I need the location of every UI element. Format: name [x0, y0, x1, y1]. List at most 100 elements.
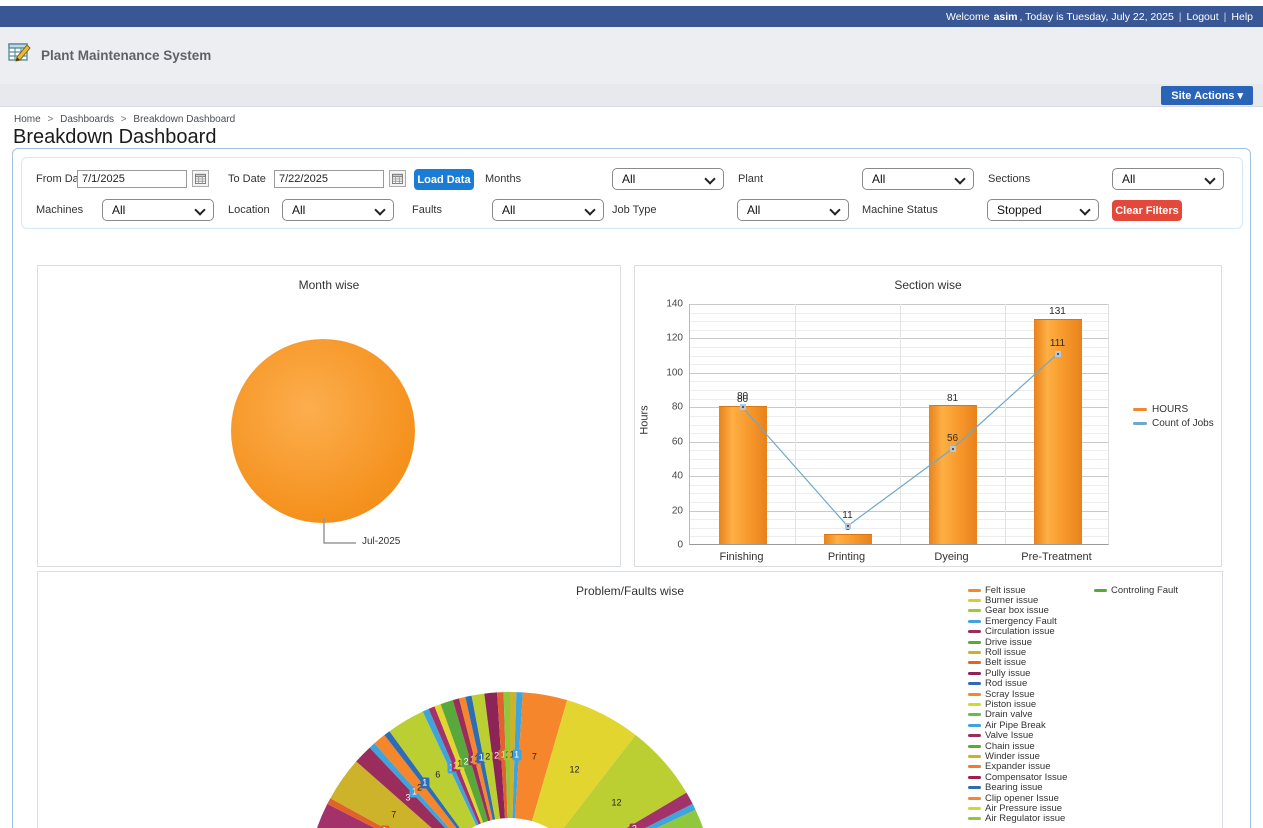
legend-label: Emergency Fault	[985, 615, 1057, 627]
sections-select-value: All	[1122, 172, 1136, 186]
line-point[interactable]	[844, 523, 851, 530]
legend-swatch	[968, 661, 981, 665]
legend-item: Chain issue	[968, 741, 1067, 752]
breadcrumb-home[interactable]: Home	[14, 114, 41, 125]
pie-slice[interactable]	[330, 761, 450, 828]
y-tick-label: 0	[677, 539, 683, 551]
pie-slice[interactable]	[317, 803, 440, 828]
to-date-calendar-icon[interactable]	[389, 170, 406, 187]
legend-swatch	[968, 609, 981, 613]
from-date-label: From Date	[36, 173, 88, 185]
bar-dyeing[interactable]	[928, 404, 977, 544]
pie-slice[interactable]	[580, 803, 696, 828]
pie-slice[interactable]	[515, 692, 568, 822]
breadcrumb-dashboards[interactable]: Dashboards	[60, 114, 115, 125]
pie-slice[interactable]	[356, 747, 456, 828]
legend-item: Air Regulator issue	[968, 813, 1067, 825]
site-actions-button[interactable]: Site Actions ▾	[1161, 86, 1253, 105]
gridline	[690, 321, 1108, 323]
bar-finishing[interactable]	[718, 406, 767, 544]
welcome-text: Welcome	[945, 10, 990, 23]
faults-legend-column-2: Controling Fault	[1094, 585, 1178, 596]
legend-label: Bearing issue	[985, 782, 1043, 794]
slice-label: 1	[512, 749, 522, 761]
job-type-select-value: All	[747, 203, 761, 217]
months-label: Months	[485, 173, 522, 185]
pie-slice[interactable]	[532, 700, 636, 828]
slice-label: 12	[609, 797, 624, 809]
legend-swatch	[968, 806, 981, 810]
legend-item: Air Pipe Break	[968, 720, 1067, 731]
gridline	[690, 536, 1108, 538]
clear-filters-button[interactable]: Clear Filters	[1112, 200, 1182, 221]
legend-swatch	[968, 765, 981, 769]
pie-slice[interactable]	[369, 743, 458, 828]
legend-item: Controling Fault	[1094, 585, 1178, 596]
to-date-input[interactable]	[274, 170, 384, 188]
legend-label: Burner issue	[985, 595, 1039, 607]
x-axis-label: Finishing	[719, 551, 764, 563]
plant-label: Plant	[738, 173, 764, 185]
app-header: Plant Maintenance System	[0, 27, 1263, 84]
legend-label: Rod issue	[985, 678, 1028, 690]
app-logo-icon	[8, 41, 32, 70]
machine-status-select[interactable]: Stopped	[987, 199, 1099, 221]
legend-swatch	[968, 796, 981, 800]
line-point[interactable]	[739, 404, 746, 411]
from-date-input[interactable]	[77, 170, 187, 188]
gridline-vertical	[900, 304, 901, 544]
legend-item: Felt issue	[968, 584, 1067, 596]
slice-label: 1	[379, 825, 390, 828]
legend-item: Roll issue	[968, 647, 1067, 658]
faults-select[interactable]: All	[492, 199, 604, 221]
legend-label: Expander issue	[985, 761, 1051, 773]
slice-label: 2	[483, 751, 493, 763]
pie-slice[interactable]	[374, 735, 461, 828]
sections-select[interactable]: All	[1112, 168, 1224, 190]
welcome-bar: Welcome asim , Today is Tuesday, July 22…	[0, 6, 1263, 27]
pie-slice[interactable]	[582, 809, 716, 828]
line-point[interactable]	[1054, 350, 1061, 357]
y-tick-label: 80	[671, 401, 683, 413]
month-wise-slice-label: Jul-2025	[362, 536, 401, 547]
site-actions-row: Site Actions ▾	[0, 84, 1263, 107]
top-strip	[0, 0, 1263, 6]
gridline	[690, 338, 1108, 340]
y-tick-label: 140	[666, 298, 683, 310]
legend-label: Drive issue	[985, 636, 1032, 648]
pie-slice[interactable]	[578, 792, 693, 828]
plant-select[interactable]: All	[862, 168, 974, 190]
y-axis-title: Hours	[638, 405, 651, 435]
location-select[interactable]: All	[282, 199, 394, 221]
pie-slice[interactable]	[327, 798, 441, 828]
slice-label: 7	[529, 751, 539, 763]
breadcrumb-current[interactable]: Breakdown Dashboard	[133, 114, 236, 125]
bar-printing[interactable]	[823, 533, 872, 544]
legend-swatch	[968, 817, 981, 821]
load-data-button[interactable]: Load Data	[414, 169, 474, 190]
slice-label: 2	[414, 782, 424, 794]
legend-swatch	[968, 744, 981, 748]
month-wise-pie-slice[interactable]	[231, 339, 415, 523]
pie-slice[interactable]	[389, 711, 477, 828]
gridline	[690, 304, 1108, 305]
legend-label: Felt issue	[985, 584, 1026, 596]
line-value-label: 80	[736, 391, 749, 403]
job-type-select[interactable]: All	[737, 199, 849, 221]
months-select[interactable]: All	[612, 168, 724, 190]
from-date-calendar-icon[interactable]	[192, 170, 209, 187]
faults-wise-card: Problem/Faults wise Felt issue Burner iss…	[37, 571, 1223, 828]
legend-label: Air Regulator issue	[985, 813, 1066, 825]
help-link[interactable]: Help	[1231, 10, 1253, 23]
legend-item: Rod issue	[968, 678, 1067, 690]
pie-slice[interactable]	[558, 735, 687, 828]
line-point[interactable]	[949, 445, 956, 452]
logout-link[interactable]: Logout	[1186, 10, 1219, 23]
machine-status-label: Machine Status	[862, 204, 938, 216]
legend-swatch	[968, 682, 981, 686]
months-select-value: All	[622, 172, 636, 186]
machines-select[interactable]: All	[102, 199, 214, 221]
legend-label: Pully issue	[985, 667, 1031, 679]
section-wise-title: Section wise	[894, 278, 962, 292]
legend-swatch	[968, 619, 981, 623]
